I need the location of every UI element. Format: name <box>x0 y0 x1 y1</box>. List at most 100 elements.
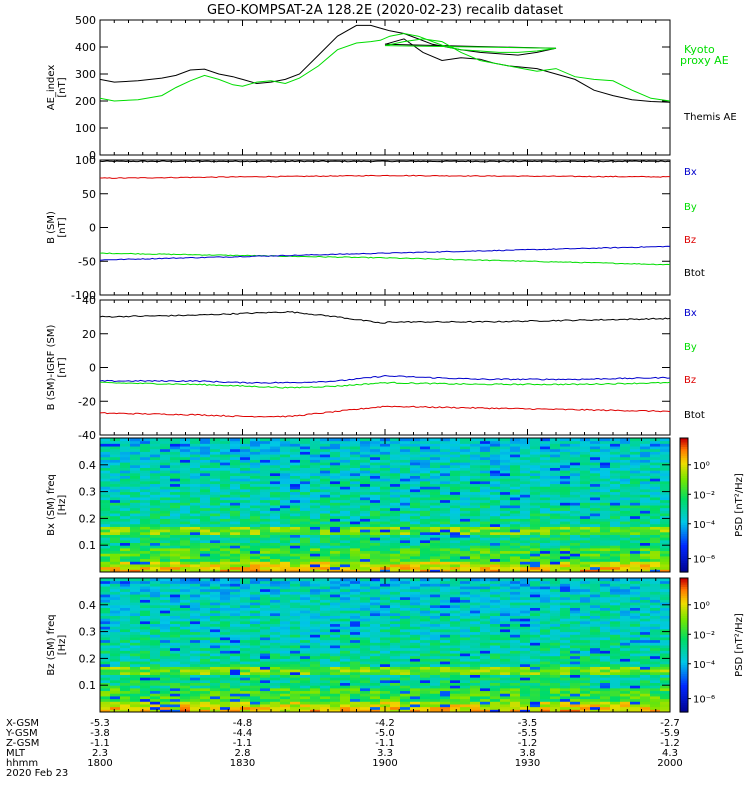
spectrogram-cell <box>170 542 181 546</box>
spectrogram-cell <box>620 462 631 466</box>
spectrogram-cell <box>410 583 421 587</box>
spectrogram-cell <box>190 518 201 522</box>
spectrogram-cell <box>240 539 251 544</box>
spectrogram-cell <box>470 558 481 562</box>
spectrogram-cell <box>290 701 301 705</box>
spectrogram-cell <box>110 685 121 689</box>
spectrogram-cell <box>300 620 311 625</box>
spectrogram-cell <box>200 586 211 590</box>
spectrogram-cell <box>100 586 111 590</box>
spectrogram-cell <box>630 550 641 554</box>
spectrogram-cell <box>200 545 211 549</box>
spectrogram-cell <box>410 695 421 700</box>
spectrogram-cell <box>270 677 281 681</box>
spectrogram-cell <box>190 488 201 493</box>
spectrogram-cell <box>460 558 471 562</box>
spectrogram-cell <box>290 483 301 487</box>
spectrogram-cell <box>330 566 341 570</box>
spectrogram-cell <box>550 454 561 458</box>
spectrogram-cell <box>100 679 111 684</box>
spectrogram-cell <box>210 542 221 546</box>
spectrogram-cell <box>340 583 351 587</box>
spectrogram-cell <box>400 507 411 511</box>
spectrogram-cell <box>420 534 431 538</box>
spectrogram-cell <box>480 558 491 562</box>
spectrogram-cell <box>370 653 381 657</box>
spectrogram-cell <box>640 523 651 527</box>
spectrogram-cell <box>650 545 661 549</box>
spectrogram-cell <box>660 566 671 570</box>
spectrogram-cell <box>180 558 191 562</box>
spectrogram-cell <box>340 661 351 665</box>
spectrogram-cell <box>440 505 451 509</box>
spectrogram-cell <box>220 523 231 527</box>
spectrogram-cell <box>260 607 271 611</box>
spectrogram-cell <box>470 486 481 490</box>
spectrogram-cell <box>220 604 231 608</box>
spectrogram-cell <box>380 483 391 487</box>
spectrogram-cell <box>330 655 341 659</box>
spectrogram-cell <box>420 631 431 635</box>
colorbar-segment <box>680 484 688 488</box>
spectrogram-cell <box>480 451 491 455</box>
spectrogram-cell <box>380 510 391 514</box>
spectrogram-cell <box>100 658 111 662</box>
spectrogram-cell <box>270 647 281 651</box>
spectrogram-cell <box>360 505 371 509</box>
spectrogram-cell <box>400 545 411 549</box>
spectrogram-cell <box>320 701 331 705</box>
spectrogram-cell <box>370 456 381 460</box>
spectrogram-cell <box>330 604 341 608</box>
spectrogram-cell <box>210 491 221 495</box>
spectrogram-cell <box>390 440 401 444</box>
spectrogram-cell <box>200 464 211 468</box>
spectrogram-cell <box>400 467 411 471</box>
spectrogram-cell <box>370 545 381 549</box>
y-axis-label-text: Bx (SM) freq <box>46 474 57 536</box>
spectrogram-cell <box>110 491 121 495</box>
spectrogram-cell <box>260 496 271 501</box>
spectrogram-cell <box>290 513 301 517</box>
spectrogram-cell <box>500 496 511 501</box>
spectrogram-cell <box>580 515 591 519</box>
spectrogram-cell <box>420 502 431 506</box>
spectrogram-cell <box>450 563 461 568</box>
spectrogram-cell <box>600 483 611 487</box>
spectrogram-cell <box>370 677 381 681</box>
spectrogram-cell <box>540 456 551 460</box>
spectrogram-cell <box>310 634 321 638</box>
spectrogram-cell <box>380 518 391 522</box>
spectrogram-cell <box>350 612 361 617</box>
spectrogram-cell <box>200 599 211 603</box>
spectrogram-cell <box>340 695 351 700</box>
spectrogram-cell <box>510 515 521 519</box>
spectrogram-cell <box>330 639 341 643</box>
spectrogram-cell <box>390 645 401 649</box>
spectrogram-cell <box>160 599 171 603</box>
colorbar-segment <box>680 516 688 519</box>
spectrogram-cell <box>190 462 201 466</box>
spectrogram-cell <box>500 547 511 552</box>
spectrogram-cell <box>190 602 201 606</box>
spectrogram-cell <box>360 698 371 702</box>
spectrogram-cell <box>410 558 421 562</box>
spectrogram-cell <box>260 534 271 538</box>
spectrogram-cell <box>580 462 591 466</box>
spectrogram-cell <box>500 456 511 460</box>
spectrogram-cell <box>470 518 481 522</box>
spectrogram-cell <box>370 539 381 544</box>
spectrogram-cell <box>440 550 451 554</box>
spectrogram-cell <box>320 513 331 517</box>
spectrogram-cell <box>270 513 281 517</box>
spectrogram-cell <box>420 687 431 692</box>
spectrogram-cell <box>540 537 551 541</box>
spectrogram-cell <box>600 550 611 554</box>
spectrogram-cell <box>410 698 421 702</box>
spectrogram-cell <box>620 448 631 452</box>
spectrogram-cell <box>380 470 391 474</box>
spectrogram-cell <box>210 677 221 681</box>
spectrogram-cell <box>330 478 341 482</box>
spectrogram-cell <box>540 451 551 455</box>
spectrogram-cell <box>320 464 331 468</box>
spectrogram-cell <box>200 470 211 474</box>
